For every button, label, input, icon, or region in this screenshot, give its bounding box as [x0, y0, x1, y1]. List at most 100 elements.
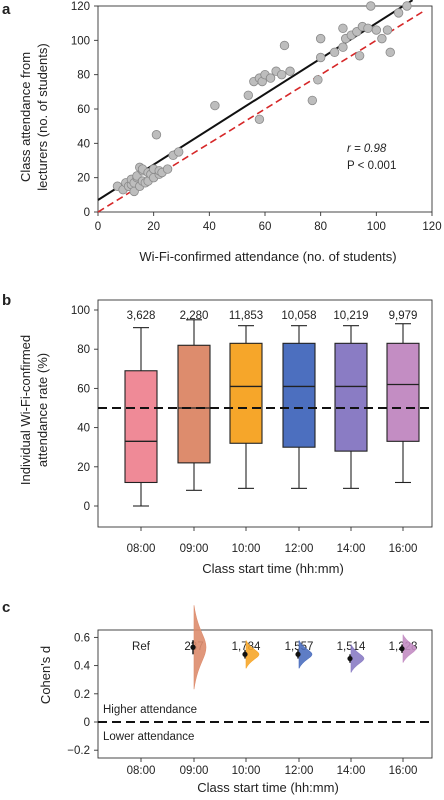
- panel-b-x-tick-label: 10:00: [232, 543, 261, 555]
- panel-c-x-tick-label: 09:00: [180, 765, 209, 777]
- data-point: [354, 51, 365, 61]
- bootstrap-distribution: [193, 605, 207, 690]
- data-point: [313, 75, 323, 85]
- data-point: [254, 114, 265, 125]
- panel-c-y-tick-label: 0.6: [74, 632, 90, 644]
- panel-b-y-tick-label: 80: [77, 344, 90, 356]
- panel-a-x-axis-label: Wi-Fi-confirmed attendance (no. of stude…: [139, 249, 396, 264]
- panel-a-y-tick-label: 0: [84, 207, 90, 219]
- panel-a-y-tick-label: 20: [77, 173, 90, 185]
- data-point: [210, 100, 220, 111]
- bootstrap-distribution: [298, 640, 313, 669]
- identity-line: [97, 10, 425, 213]
- panel-b-y-tick-label: 20: [77, 462, 90, 474]
- data-point: [162, 164, 173, 174]
- effect-size-point: [295, 651, 301, 657]
- data-point: [307, 95, 318, 106]
- data-point: [366, 1, 376, 11]
- effect-size-point: [399, 646, 405, 652]
- panel-a-axes: 0 20 40 60 80 100 120 0 20 40 60 80 100 120: [71, 1, 442, 233]
- panel-b-x-tick-label: 09:00: [180, 543, 209, 555]
- effect-size-point: [242, 651, 248, 657]
- panel-a-x-tick-label: 120: [422, 221, 441, 233]
- panel-a-y-tick-label: 100: [71, 35, 90, 47]
- lower-attendance-label: Lower attendance: [103, 731, 194, 743]
- panel-a-y-tick-label: 80: [77, 70, 90, 82]
- panel-b-count-label: 11,853: [229, 310, 263, 322]
- panel-a-y-axis-label-line1: Class attendance from: [18, 52, 33, 182]
- box: [229, 342, 263, 444]
- data-point: [377, 33, 387, 44]
- panel-c-y-tick-label: 0: [84, 717, 90, 729]
- data-point: [174, 147, 184, 157]
- box: [124, 370, 158, 484]
- effect-size-point: [190, 644, 196, 650]
- effect-size-point: [347, 655, 353, 662]
- data-point: [265, 73, 276, 83]
- panel-a-x-tick-label: 100: [367, 221, 386, 233]
- panel-a-x-tick-label: 60: [259, 221, 272, 233]
- data-point: [402, 1, 412, 11]
- panel-b-count-label: 2,280: [180, 310, 209, 322]
- data-point: [338, 42, 348, 52]
- bootstrap-distribution: [402, 634, 417, 663]
- data-point: [243, 90, 254, 100]
- panel-b-y-tick-label: 60: [77, 383, 90, 395]
- data-point: [363, 23, 373, 34]
- panel-b-x-tick-label: 16:00: [389, 543, 418, 555]
- data-point: [277, 69, 287, 80]
- p-value-annotation: P < 0.001: [347, 160, 396, 172]
- panel-b-y-tick-label: 100: [71, 305, 90, 317]
- panel-c-letter: c: [2, 599, 10, 616]
- panel-c-effects: [190, 605, 417, 690]
- panel-a-y-tick-label: 40: [77, 138, 90, 150]
- data-point: [315, 52, 326, 63]
- panel-c-x-tick-label: 16:00: [389, 765, 418, 777]
- box: [177, 344, 211, 464]
- panel-b-letter: b: [2, 292, 11, 309]
- panel-b-y-tick-label: 40: [77, 423, 90, 435]
- data-point: [371, 25, 382, 35]
- data-point: [382, 25, 393, 35]
- panel-b-x-tick-label: 12:00: [285, 543, 314, 555]
- panel-b-boxes: [98, 319, 432, 507]
- box: [386, 342, 420, 442]
- panel-c-y-tick-label: −0.2: [67, 745, 90, 757]
- bootstrap-distribution: [245, 640, 260, 669]
- panel-a-x-tick-label: 0: [95, 221, 101, 233]
- data-point: [285, 66, 295, 76]
- panel-a-y-tick-label: 60: [77, 104, 90, 116]
- panel-b-y-axis-label-line2: attendance rate (%): [35, 353, 50, 467]
- panel-b-y-tick-label: 0: [84, 501, 90, 513]
- panel-a-x-tick-label: 20: [147, 221, 160, 233]
- correlation-annotation: r = 0.98: [347, 143, 387, 155]
- panel-c-y-tick-label: 0.2: [74, 689, 90, 701]
- panel-b-axes: 0 20 40 60 80 100 08:00 3,628 09:00 2,280 10:00 11,…: [71, 299, 433, 555]
- panel-a-letter: a: [2, 1, 11, 18]
- data-point: [393, 8, 404, 18]
- box: [334, 342, 368, 452]
- panel-a-y-tick-label: 120: [71, 1, 90, 13]
- panel-b-x-tick-label: 08:00: [127, 543, 156, 555]
- box: [282, 342, 316, 448]
- bootstrap-distribution: [350, 644, 365, 673]
- panel-c-y-tick-label: 0.4: [74, 661, 91, 673]
- panel-b-x-tick-label: 14:00: [337, 543, 366, 555]
- panel-a-x-tick-label: 80: [314, 221, 327, 233]
- data-point: [338, 23, 348, 34]
- panel-c-x-tick-label: 12:00: [285, 765, 314, 777]
- data-point: [385, 47, 395, 58]
- panel-b-count-label: 3,628: [127, 310, 156, 322]
- data-point: [151, 130, 162, 140]
- data-point: [279, 40, 290, 51]
- data-point: [329, 47, 340, 58]
- data-point: [315, 33, 326, 44]
- panel-b-count-label: 10,219: [333, 310, 368, 322]
- panel-a-x-tick-label: 40: [203, 221, 216, 233]
- panel-b-count-label: 10,058: [281, 310, 316, 322]
- panel-a-y-axis-label-line2: lecturers (no. of students): [35, 43, 50, 190]
- panel-b-y-axis-label-line1: Individual Wi-Fi-confirmed: [18, 335, 33, 485]
- panel-c-y-axis-label: Cohen's d: [38, 646, 53, 704]
- panel-c-x-tick-label: 14:00: [337, 765, 366, 777]
